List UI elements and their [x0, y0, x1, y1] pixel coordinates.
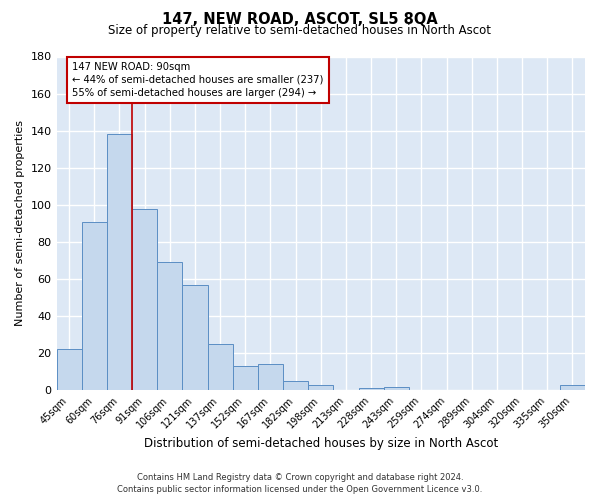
- X-axis label: Distribution of semi-detached houses by size in North Ascot: Distribution of semi-detached houses by …: [143, 437, 498, 450]
- Bar: [383, 386, 409, 390]
- Text: Contains HM Land Registry data © Crown copyright and database right 2024.
Contai: Contains HM Land Registry data © Crown c…: [118, 472, 482, 494]
- Text: Size of property relative to semi-detached houses in North Ascot: Size of property relative to semi-detach…: [109, 24, 491, 37]
- Bar: [132, 208, 157, 390]
- Bar: [258, 364, 283, 390]
- Bar: [208, 344, 233, 391]
- Bar: [82, 222, 107, 390]
- Text: 147 NEW ROAD: 90sqm
← 44% of semi-detached houses are smaller (237)
55% of semi-: 147 NEW ROAD: 90sqm ← 44% of semi-detach…: [73, 62, 324, 98]
- Bar: [107, 134, 132, 390]
- Bar: [182, 284, 208, 391]
- Bar: [233, 366, 258, 390]
- Bar: [56, 350, 82, 391]
- Y-axis label: Number of semi-detached properties: Number of semi-detached properties: [15, 120, 25, 326]
- Bar: [560, 384, 585, 390]
- Bar: [157, 262, 182, 390]
- Bar: [359, 388, 383, 390]
- Text: 147, NEW ROAD, ASCOT, SL5 8QA: 147, NEW ROAD, ASCOT, SL5 8QA: [162, 12, 438, 28]
- Bar: [283, 381, 308, 390]
- Bar: [308, 384, 334, 390]
